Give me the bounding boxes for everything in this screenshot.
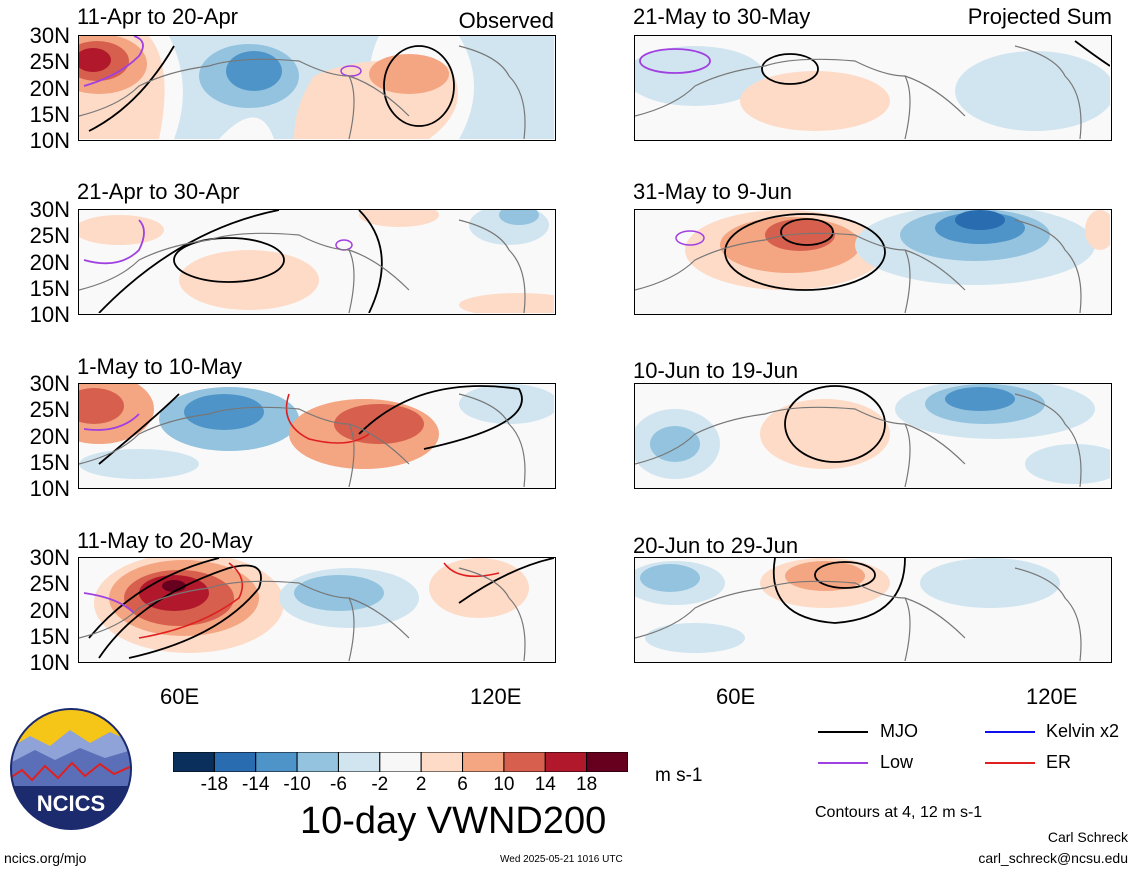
ncics-logo: NCICS [10, 708, 132, 830]
legend-label-kelvin: Kelvin x2 [1046, 721, 1120, 741]
map-panel [634, 209, 1112, 315]
colorbar-swatch [255, 751, 298, 773]
y-tick-label: 30N [29, 545, 70, 570]
panel-title: 1-May to 10-May [77, 354, 243, 379]
panel-title: 21-Apr to 30-Apr [77, 179, 240, 204]
footer-email[interactable]: carl_schreck@ncsu.edu [978, 850, 1128, 866]
y-tick-label: 30N [29, 23, 70, 48]
map-panel [78, 35, 556, 141]
contour-note: Contours at 4, 12 m s-1 [815, 804, 983, 821]
colorbar-swatch [296, 751, 339, 773]
footer-timestamp: Wed 2025-05-21 1016 UTC [500, 854, 623, 865]
footer-url[interactable]: ncics.org/mjo [4, 850, 87, 866]
panel-title: 10-Jun to 19-Jun [633, 358, 799, 383]
colorbar-swatch [172, 751, 215, 773]
colorbar-tick-label: -10 [283, 774, 311, 795]
y-tick-label: 10N [29, 302, 70, 327]
y-tick-label: 15N [29, 624, 70, 649]
map-panel [78, 383, 556, 489]
map-panel [78, 557, 556, 663]
colorbar [172, 751, 629, 773]
y-tick-label: 15N [29, 450, 70, 475]
y-tick-label: 20N [29, 250, 70, 275]
legend-label-er: ER [1046, 752, 1072, 772]
x-tick-label: 60E [716, 684, 756, 709]
panel-title: 21-May to 30-May [633, 4, 811, 29]
colorbar-swatch [420, 751, 464, 773]
logo-text: NCICS [37, 791, 105, 816]
observed-label: Observed [458, 8, 554, 33]
colorbar-swatch [503, 751, 546, 773]
colorbar-swatch [337, 751, 381, 773]
colorbar-swatch [586, 751, 629, 773]
y-tick-label: 30N [29, 371, 70, 396]
x-tick-label: 120E [1026, 684, 1078, 709]
y-tick-label: 20N [29, 598, 70, 623]
variable-title: 10-day VWND200 [300, 800, 607, 842]
legend-swatch-kelvin [985, 731, 1035, 733]
y-tick-label: 25N [29, 397, 70, 422]
colorbar-tick-label: 18 [576, 774, 598, 795]
y-tick-label: 10N [29, 476, 70, 501]
y-tick-label: 20N [29, 424, 70, 449]
colorbar-swatches [172, 751, 629, 773]
colorbar-tick-label: 6 [457, 774, 468, 795]
y-tick-label: 10N [29, 650, 70, 675]
colorbar-tick-label: -2 [371, 774, 389, 795]
y-tick-label: 25N [29, 571, 70, 596]
map-panel [634, 557, 1112, 663]
x-tick-label: 60E [160, 684, 200, 709]
colorbar-units: m s-1 [655, 765, 703, 786]
projected-sum-label: Projected Sum [967, 4, 1112, 29]
colorbar-tick-label: 14 [534, 774, 556, 795]
panel-title: 11-May to 20-May [77, 528, 253, 553]
colorbar-tick-label: -6 [330, 774, 347, 795]
map-panel [634, 35, 1112, 141]
colorbar-tick-label: -18 [200, 774, 229, 795]
legend-swatch-er [985, 762, 1035, 764]
y-tick-label: 25N [29, 223, 70, 248]
colorbar-swatch [213, 751, 257, 773]
legend-swatch-mjo [818, 731, 868, 733]
map-panel [634, 383, 1112, 489]
y-tick-label: 30N [29, 197, 70, 222]
y-tick-label: 15N [29, 276, 70, 301]
colorbar-swatch [379, 751, 422, 773]
legend-label-low: Low [880, 752, 914, 772]
colorbar-swatch [544, 751, 588, 773]
y-tick-label: 15N [29, 102, 70, 127]
colorbar-tick-label: 10 [493, 774, 515, 795]
x-tick-label: 120E [470, 684, 522, 709]
colorbar-swatch [462, 751, 505, 773]
panel-title: 20-Jun to 29-Jun [633, 533, 799, 558]
colorbar-tick-label: 2 [415, 774, 427, 795]
y-tick-label: 25N [29, 49, 70, 74]
legend-label-mjo: MJO [880, 721, 918, 741]
y-tick-label: 20N [29, 76, 70, 101]
y-tick-label: 10N [29, 128, 70, 153]
colorbar-tick-label: -14 [241, 774, 270, 795]
map-panel [78, 209, 556, 315]
footer-author: Carl Schreck [1047, 829, 1128, 845]
panel-title: 11-Apr to 20-Apr [77, 4, 239, 29]
panel-title: 31-May to 9-Jun [633, 179, 792, 204]
legend-swatch-low [818, 762, 868, 764]
